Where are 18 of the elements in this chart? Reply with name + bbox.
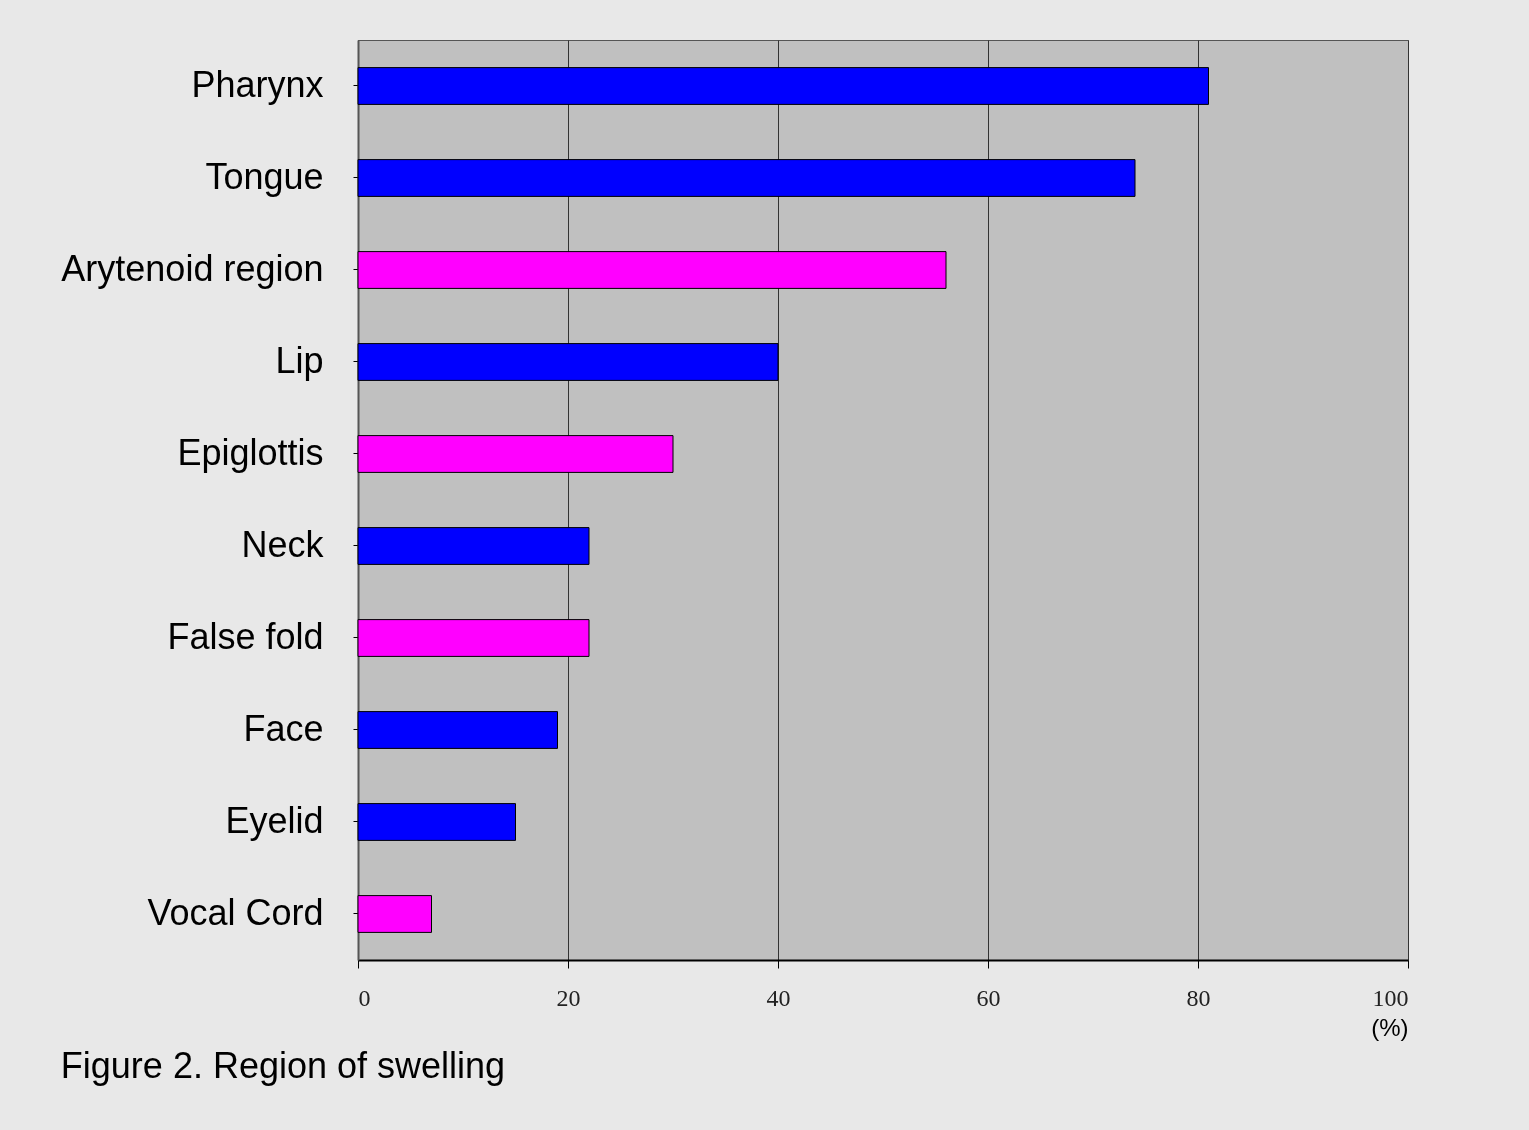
y-tick-label: Epiglottis <box>177 432 324 473</box>
x-axis-title: (%) <box>1371 1013 1409 1041</box>
y-tick-label: Pharynx <box>191 64 324 105</box>
y-tick-label: Eyelid <box>225 800 324 841</box>
x-tick-label: 40 <box>766 984 791 1011</box>
y-tick-label: Neck <box>241 524 325 565</box>
x-tick-label: 80 <box>1186 984 1211 1011</box>
y-tick-label: False fold <box>167 616 324 657</box>
y-tick-label: Lip <box>275 340 324 381</box>
x-tick-label: 20 <box>556 984 581 1011</box>
x-tick-label: 0 <box>358 984 371 1011</box>
text: Figure 2. Region of swelling <box>60 1045 506 1086</box>
x-tick-label: 60 <box>976 984 1001 1011</box>
y-tick-label: Face <box>243 708 324 749</box>
y-tick-label: Tongue <box>205 156 324 197</box>
x-tick-label: 100 <box>1372 984 1409 1011</box>
y-tick-label: Arytenoid region <box>61 248 324 289</box>
y-tick-label: Vocal Cord <box>147 892 324 933</box>
